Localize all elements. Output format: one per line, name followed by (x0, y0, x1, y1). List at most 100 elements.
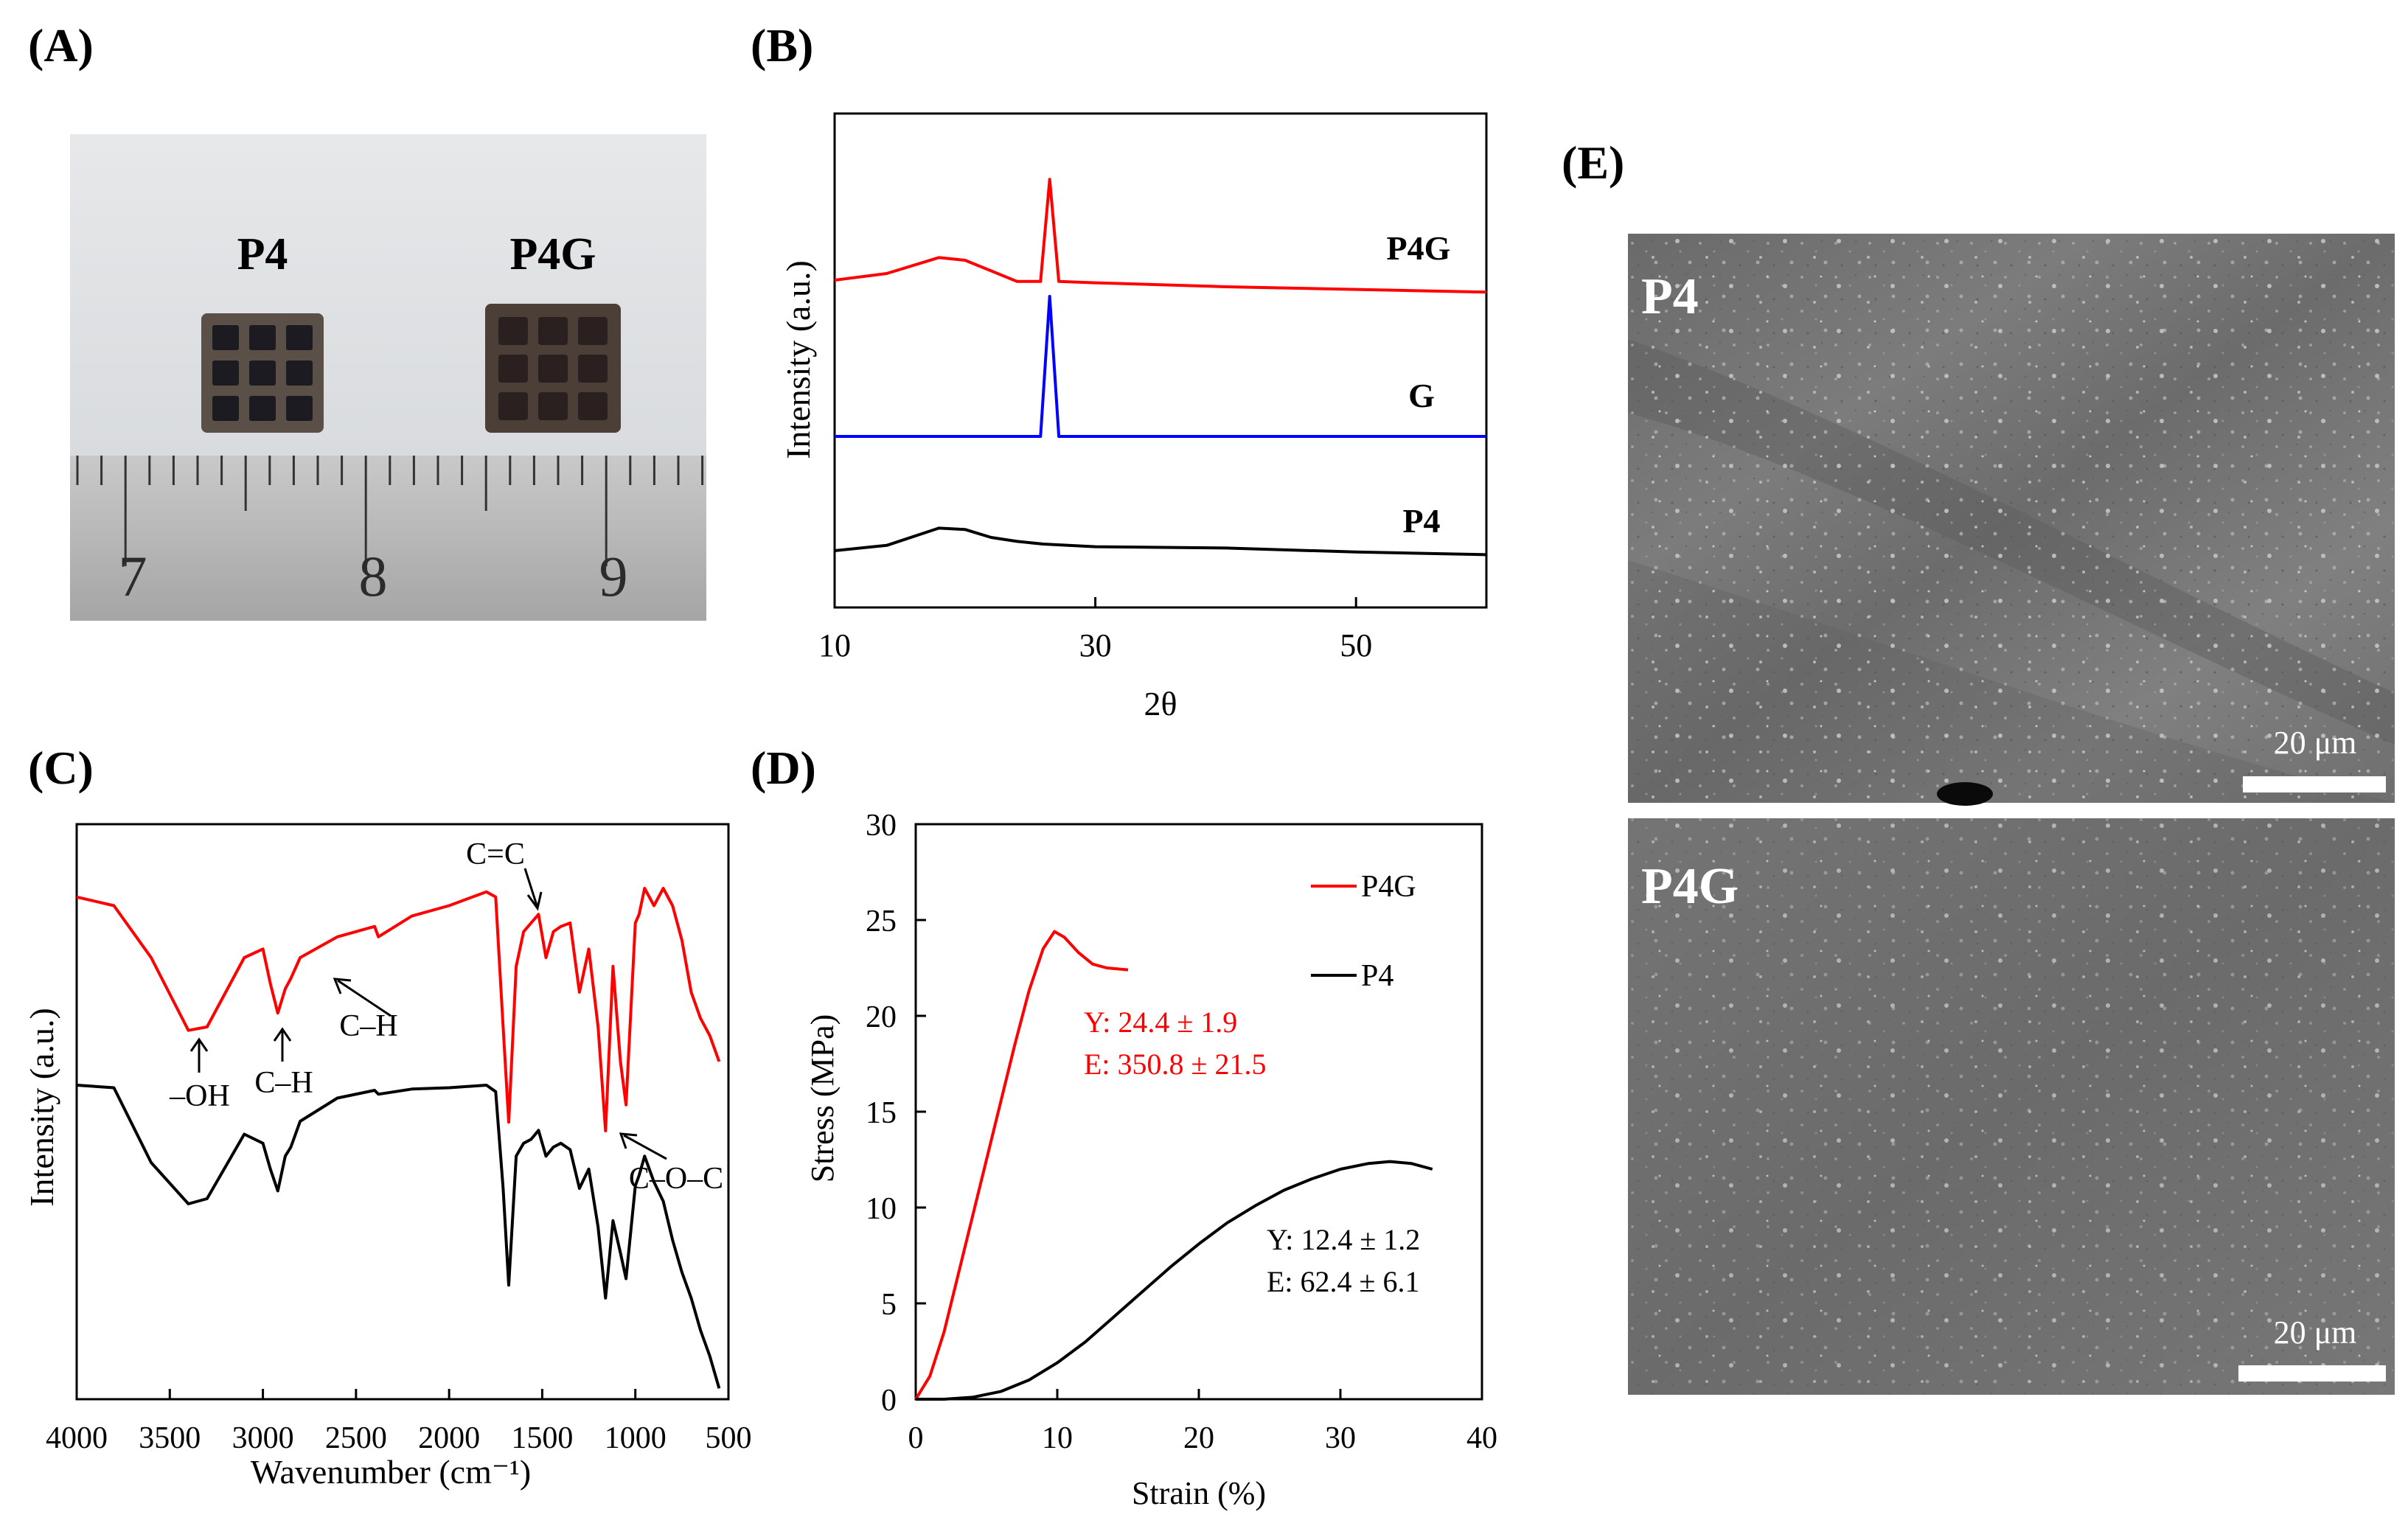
ftir-annotations (189, 868, 667, 1160)
panel-d-label: (D) (751, 742, 816, 794)
scaffold-pore (212, 360, 239, 386)
stress-strain-x-tick-label: 10 (1042, 1421, 1073, 1455)
ftir-x-tick-label: 1000 (605, 1421, 667, 1455)
scaffold-pore (212, 396, 239, 421)
ftir-y-axis-label: Intensity (a.u.) (23, 1008, 60, 1207)
panel-e: (E) P4 20 μm P4G 20 μm (1562, 136, 2395, 1395)
scaffold-pore (578, 355, 608, 383)
ftir-plot-frame (75, 823, 730, 1401)
scaffold-pore (286, 325, 313, 350)
ftir-x-tick-label: 1500 (511, 1421, 573, 1455)
xrd-x-tick-label: 10 (818, 627, 851, 663)
xrd-y-axis-label: Intensity (a.u.) (779, 260, 817, 459)
photo-label-p4: P4 (237, 229, 288, 279)
ftir-annotation-ch-left: C–H (254, 1066, 313, 1100)
xrd-series-p4g (834, 178, 1487, 294)
ftir-x-tick-label: 4000 (46, 1421, 108, 1455)
xrd-x-tick-label: 30 (1079, 627, 1112, 663)
scaffold-pore (249, 360, 276, 386)
xrd-plot-frame (833, 112, 1488, 609)
stress-strain-y-tick-label: 5 (881, 1288, 897, 1322)
scale-bar-label-p4: 20 μm (2274, 725, 2357, 761)
panel-a-label: (A) (28, 19, 94, 72)
scaffold-p4g (485, 304, 621, 433)
ftir-x-tick-label: 500 (706, 1421, 752, 1455)
scaffold-pore (212, 325, 239, 350)
scaffold-pore (538, 317, 568, 345)
panel-a: (A) 7 8 9 P4 P4G (28, 19, 706, 621)
sem-label-p4g: P4G (1641, 858, 1739, 915)
ruler-number-7: 7 (119, 544, 147, 608)
ftir-annotation-coc: C–O–C (629, 1162, 723, 1196)
stress-strain-y-tick-label: 25 (866, 905, 897, 938)
stress-strain-legend: P4G P4 (1311, 870, 1416, 993)
stress-strain-y-axis-label: Stress (MPa) (804, 1014, 841, 1183)
scale-bar-p4 (2243, 776, 2386, 792)
scaffold-pore (498, 317, 528, 345)
xrd-chart: 10 30 50 (818, 178, 1487, 663)
xrd-series-p4 (834, 526, 1487, 557)
ftir-annotation-oh: –OH (169, 1079, 230, 1113)
stress-strain-x-tick-label: 40 (1466, 1421, 1497, 1455)
scaffold-pore (498, 355, 528, 383)
scaffold-p4 (201, 313, 324, 433)
panel-e-label: (E) (1562, 136, 1624, 189)
scaffold-pore (286, 396, 313, 421)
p4g-yield-annotation: Y: 24.4 ± 1.9 (1084, 1006, 1237, 1039)
panel-d: (D) 0 10 20 30 40 0 5 10 15 20 25 30 P4G P4 Y: 24.4… (751, 742, 1497, 1511)
ftir-annotation-cc: C=C (466, 837, 525, 871)
ruler-ticks (76, 456, 704, 566)
stress-strain-chart: 0 10 20 30 40 0 5 10 15 20 25 30 (866, 809, 1497, 1455)
scale-bar-label-p4g: 20 μm (2274, 1314, 2357, 1351)
scaffold-pore (538, 392, 568, 420)
p4g-modulus-annotation: E: 350.8 ± 21.5 (1084, 1048, 1267, 1081)
ftir-series-p4 (76, 1084, 721, 1389)
xrd-series-g (835, 295, 1486, 438)
panel-c-label: (C) (28, 742, 94, 794)
stress-strain-y-tick-label: 0 (881, 1384, 897, 1418)
ftir-x-tick-label: 3500 (139, 1421, 201, 1455)
ruler-number-8: 8 (359, 544, 388, 608)
ruler-number-9: 9 (599, 544, 628, 608)
legend-label-p4: P4 (1361, 959, 1393, 993)
stress-strain-y-tick-label: 15 (866, 1096, 897, 1130)
ftir-series-p4g (76, 887, 721, 1132)
scaffold-pore (249, 396, 276, 421)
ruler (70, 456, 706, 621)
sem-label-p4: P4 (1641, 268, 1699, 325)
stress-strain-x-tick-label: 30 (1325, 1421, 1356, 1455)
scaffold-pore (498, 392, 528, 420)
stress-strain-y-tick-label: 20 (866, 1000, 897, 1034)
ftir-annotation-ch-right: C–H (339, 1009, 397, 1043)
p4-yield-annotation: Y: 12.4 ± 1.2 (1267, 1223, 1420, 1256)
photo-label-p4g: P4G (509, 229, 596, 279)
panel-b: (B) 10 30 50 P4G G P4 2θ Intensity (a.u.) (751, 19, 1488, 722)
stress-strain-x-tick-label: 20 (1183, 1421, 1214, 1455)
panel-b-label: (B) (751, 19, 813, 72)
stress-strain-plot-frame (914, 823, 1483, 1401)
ftir-x-axis-label: Wavenumber (cm⁻¹) (251, 1453, 532, 1491)
stress-strain-y-tick-label: 30 (866, 809, 897, 843)
scaffold-pore (578, 392, 608, 420)
p4-modulus-annotation: E: 62.4 ± 6.1 (1267, 1265, 1420, 1298)
scaffold-pore (249, 325, 276, 350)
scaffold-pore (286, 360, 313, 386)
ftir-chart: 4000 3500 3000 2500 2000 1500 1000 500 (46, 887, 752, 1455)
sem-image-p4: P4 20 μm (1628, 234, 2395, 806)
stress-strain-series-p4g (914, 930, 1129, 1401)
stress-strain-y-tick-label: 10 (866, 1192, 897, 1226)
stress-strain-series-p4 (916, 1160, 1433, 1401)
ftir-x-tick-label: 3000 (232, 1421, 294, 1455)
xrd-x-tick-label: 50 (1340, 627, 1372, 663)
scaffold-pore (578, 317, 608, 345)
legend-label-p4g: P4G (1361, 870, 1416, 904)
stress-strain-x-tick-label: 0 (908, 1421, 924, 1455)
ftir-x-tick-label: 2500 (325, 1421, 387, 1455)
xrd-label-p4g: P4G (1387, 229, 1451, 267)
xrd-label-p4: P4 (1402, 502, 1440, 540)
xrd-label-g: G (1408, 377, 1435, 414)
panel-c: (C) 4000 3500 3000 2500 2000 1500 1000 500 C=C … (23, 742, 752, 1491)
scale-bar-p4g (2238, 1365, 2386, 1382)
ftir-x-tick-label: 2000 (418, 1421, 480, 1455)
